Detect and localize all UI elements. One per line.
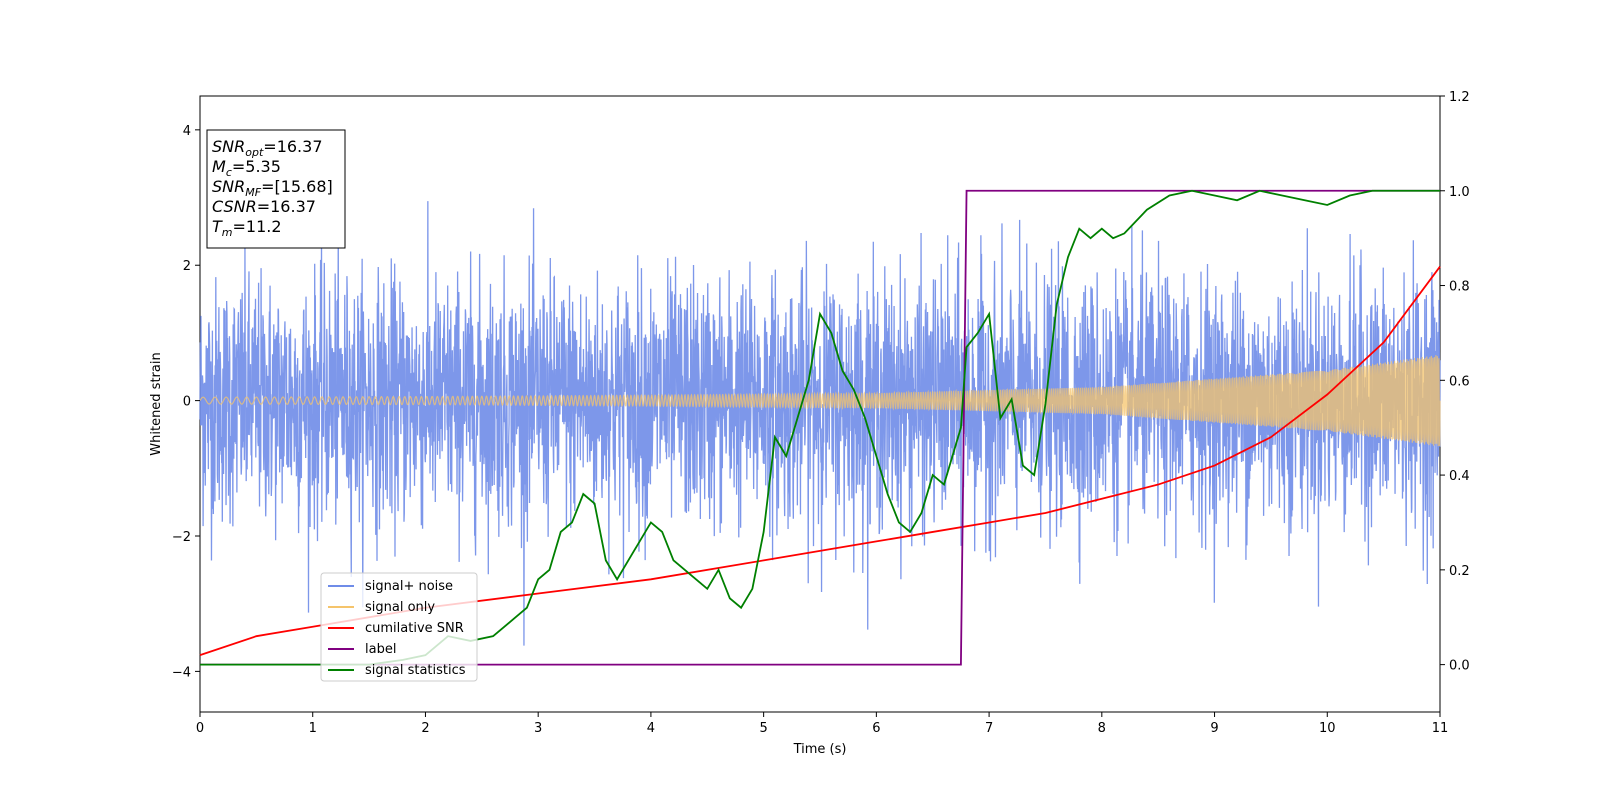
x-tick-label: 3 [534, 721, 542, 736]
y-axis-label: Whitened strain [149, 352, 164, 455]
signal-only-layer [199, 355, 1441, 447]
y-right-tick-label: 0.2 [1449, 564, 1470, 579]
info-box-line: Mc=5.35 [212, 157, 281, 179]
x-tick-label: 0 [196, 721, 204, 736]
y-right-tick-label: 0.8 [1449, 280, 1470, 295]
y-right-tick-label: 1.2 [1449, 90, 1470, 105]
info-box-line: CSNR=16.37 [212, 197, 316, 216]
y-right-tick-label: 0.6 [1449, 374, 1470, 389]
y-left-tick-label: 0 [183, 395, 191, 410]
y-left-tick-label: −4 [172, 665, 191, 680]
info-box-line: SNRMF=[15.68] [212, 177, 333, 199]
legend-label: signal+ noise [365, 579, 453, 594]
x-axis-ticks: 0 1 2 3 4 5 6 7 8 9 10 11 [196, 712, 1448, 736]
info-box-line: SNRopt=16.37 [212, 137, 323, 159]
y-left-tick-label: 2 [183, 259, 191, 274]
y-left-tick-label: 4 [183, 124, 191, 139]
x-tick-label: 8 [1098, 721, 1106, 736]
y-left-tick-label: −2 [172, 530, 191, 545]
y-right-tick-label: 0.0 [1449, 659, 1470, 674]
x-tick-label: 10 [1319, 721, 1336, 736]
x-tick-label: 2 [421, 721, 429, 736]
y-right-tick-label: 1.0 [1449, 185, 1470, 200]
x-tick-label: 5 [759, 721, 767, 736]
legend-label: signal statistics [365, 663, 466, 678]
x-axis-label: Time (s) [793, 742, 847, 757]
signal-only-line [199, 355, 1441, 447]
x-tick-label: 4 [647, 721, 655, 736]
y-axis-left-ticks: −4 −2 0 2 4 [172, 124, 200, 680]
y-right-tick-label: 0.4 [1449, 469, 1470, 484]
info-box-line: Tm=11.2 [212, 217, 282, 239]
legend-label: signal only [365, 600, 435, 615]
x-tick-label: 9 [1210, 721, 1218, 736]
legend-label: label [365, 642, 396, 657]
info-box: SNRopt=16.37Mc=5.35SNRMF=[15.68]CSNR=16.… [206, 129, 346, 249]
x-tick-label: 7 [985, 721, 993, 736]
x-tick-label: 6 [872, 721, 880, 736]
x-tick-label: 11 [1432, 721, 1449, 736]
label-line [200, 189, 1440, 666]
legend: signal+ noise signal only cumilative SNR la… [320, 572, 478, 682]
x-tick-label: 1 [309, 721, 317, 736]
signal-statistics-line [200, 189, 1440, 666]
legend-label: cumilative SNR [365, 621, 464, 636]
y-axis-right-ticks: 0.0 0.2 0.4 0.6 0.8 1.0 1.2 [1440, 90, 1470, 674]
